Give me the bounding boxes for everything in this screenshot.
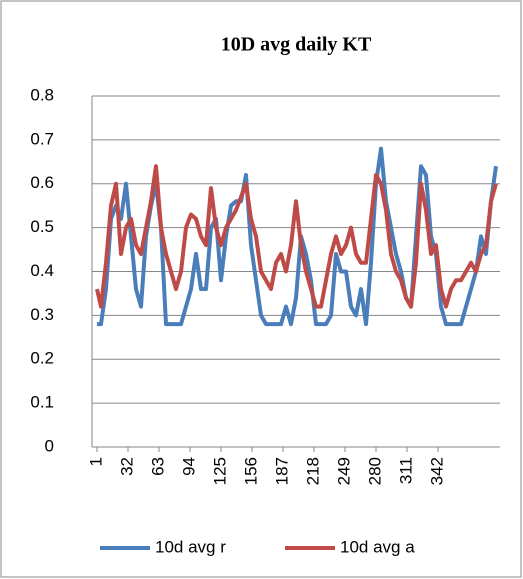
- x-tick-label: 63: [148, 457, 167, 476]
- x-tick-label: 342: [427, 457, 446, 485]
- x-tick-label: 187: [272, 457, 291, 485]
- y-tick-label: 0: [45, 436, 54, 455]
- y-tick-label: 0.1: [30, 393, 54, 412]
- x-tick-label: 249: [334, 457, 353, 485]
- y-tick-label: 0.5: [30, 217, 54, 236]
- x-tick-label: 280: [365, 457, 384, 485]
- x-tick-label: 32: [117, 457, 136, 476]
- legend-label: 10d avg a: [340, 537, 415, 556]
- y-tick-label: 0.6: [30, 173, 54, 192]
- x-tick-label: 94: [179, 457, 198, 476]
- y-tick-label: 0.4: [30, 261, 54, 280]
- y-tick-label: 0.7: [30, 129, 54, 148]
- y-tick-label: 0.8: [30, 85, 54, 104]
- x-tick-label: 156: [241, 457, 260, 485]
- chart-title: 10D avg daily KT: [221, 34, 372, 56]
- y-tick-label: 0.2: [30, 349, 54, 368]
- x-tick-label: 218: [303, 457, 322, 485]
- x-tick-label: 125: [210, 457, 229, 485]
- legend-label: 10d avg r: [155, 537, 226, 556]
- y-tick-label: 0.3: [30, 305, 54, 324]
- x-tick-label: 1: [86, 457, 105, 466]
- series-line: [95, 164, 498, 309]
- series-line: [97, 146, 498, 327]
- x-tick-label: 311: [396, 457, 415, 484]
